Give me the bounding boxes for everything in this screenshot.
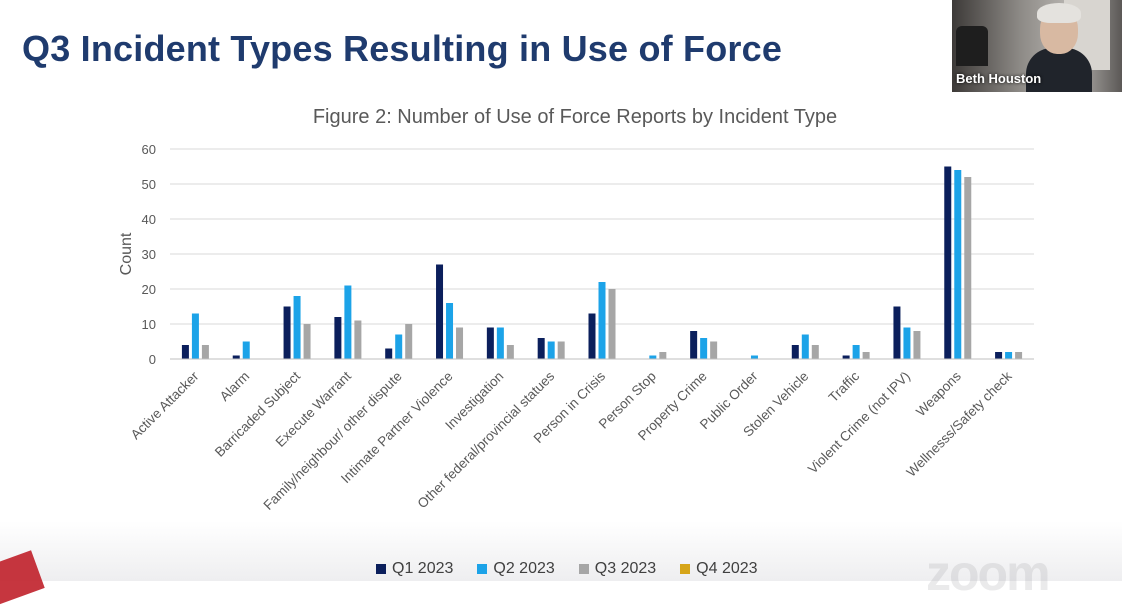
- bar-q2: [344, 285, 352, 359]
- legend-label-q2: Q2 2023: [493, 560, 555, 577]
- zoom-watermark: zoom: [926, 545, 1051, 601]
- bar-q1: [791, 345, 799, 359]
- bar-q3: [456, 327, 464, 359]
- bar-q2: [750, 355, 758, 359]
- bar-q3: [1015, 352, 1023, 359]
- bar-q1: [842, 355, 850, 359]
- participant-name-label: Beth Houston: [956, 71, 1042, 86]
- bar-q3: [405, 324, 413, 359]
- participant-video-tile[interactable]: Beth Houston: [952, 0, 1122, 92]
- bar-q3: [201, 345, 209, 359]
- bar-q3: [710, 341, 718, 359]
- slide-title: Q3 Incident Types Resulting in Use of Fo…: [22, 28, 783, 69]
- bar-q1: [334, 317, 342, 359]
- x-tick-label: Wellnesss/Safety check: [903, 368, 1014, 479]
- y-axis-label: Count: [118, 232, 135, 275]
- bar-q2: [649, 355, 657, 359]
- bar-q2: [954, 170, 962, 359]
- bar-q2: [598, 282, 606, 359]
- bar-q3: [557, 341, 565, 359]
- bar-q2: [293, 296, 301, 359]
- bar-chart: 0 10 20 30 40 50 60 Count Active Attacker AlarmBa…: [118, 142, 1034, 513]
- legend-label-q3: Q3 2023: [594, 560, 657, 577]
- bar-q2: [496, 327, 504, 359]
- y-tick-label: 40: [142, 212, 156, 227]
- bar-q2: [446, 303, 454, 359]
- bar-q2: [700, 338, 708, 359]
- y-tick-label: 10: [142, 317, 156, 332]
- x-tick-label: Active Attacker: [128, 368, 202, 442]
- bar-q1: [588, 313, 596, 359]
- legend-item-q1: Q1 2023: [376, 560, 453, 578]
- y-tick-label: 60: [142, 142, 156, 157]
- x-tick-label: Barricaded Subject: [212, 368, 303, 459]
- legend-item-q2: Q2 2023: [477, 560, 555, 578]
- legend-swatch-q4: [680, 564, 691, 574]
- bar-q1: [385, 348, 393, 359]
- bar-q3: [862, 352, 870, 359]
- bar-q3: [913, 331, 921, 359]
- bar-q2: [801, 334, 809, 359]
- y-tick-label: 50: [142, 177, 156, 192]
- bar-q3: [354, 320, 362, 359]
- bar-q2: [242, 341, 250, 359]
- x-tick-label: Weapons: [913, 368, 964, 419]
- y-tick-label: 30: [142, 247, 156, 262]
- bar-q2: [395, 334, 403, 359]
- video-chair: [956, 26, 988, 66]
- chart-legend: Q1 2023 Q2 2023 Q3 2023 Q4 2023: [376, 560, 758, 578]
- bar-q1: [436, 264, 444, 359]
- x-tick-label: Alarm: [217, 369, 253, 405]
- bar-q1: [283, 306, 291, 359]
- x-tick-label: Traffic: [826, 368, 863, 405]
- bar-q2: [191, 313, 199, 359]
- bar-q2: [903, 327, 911, 359]
- bar-q1: [690, 331, 698, 359]
- bar-q3: [659, 352, 667, 359]
- chart-title: Figure 2: Number of Use of Force Reports…: [312, 106, 838, 128]
- bar-q1: [893, 306, 901, 359]
- bar-q2: [547, 341, 555, 359]
- y-tick-label: 20: [142, 282, 156, 297]
- legend-label-q4: Q4 2023: [696, 560, 758, 577]
- x-tick-label: Violent Crime (not IPV): [805, 369, 913, 477]
- bar-q3: [506, 345, 514, 359]
- bar-q3: [303, 324, 311, 359]
- bar-q2: [1005, 352, 1013, 359]
- bar-q1: [181, 345, 189, 359]
- participant-hair: [1037, 3, 1081, 23]
- legend-swatch-q2: [477, 564, 488, 574]
- legend-swatch-q3: [578, 564, 589, 574]
- bar-q3: [811, 345, 819, 359]
- legend-item-q3: Q3 2023: [578, 560, 657, 578]
- legend-swatch-q1: [376, 564, 386, 574]
- bar-q2: [852, 345, 860, 359]
- y-tick-label: 0: [149, 352, 156, 367]
- bar-q1: [995, 352, 1003, 359]
- participant-body: [1026, 48, 1092, 92]
- legend-label-q1: Q1 2023: [392, 560, 454, 577]
- bar-q1: [944, 166, 952, 359]
- bar-q3: [608, 289, 616, 359]
- legend-item-q4: Q4 2023: [680, 560, 758, 578]
- bar-q1: [537, 338, 545, 359]
- bar-q1: [232, 355, 240, 359]
- bar-q1: [486, 327, 494, 359]
- slide-background-fade: [0, 521, 1122, 581]
- bar-q3: [964, 177, 972, 359]
